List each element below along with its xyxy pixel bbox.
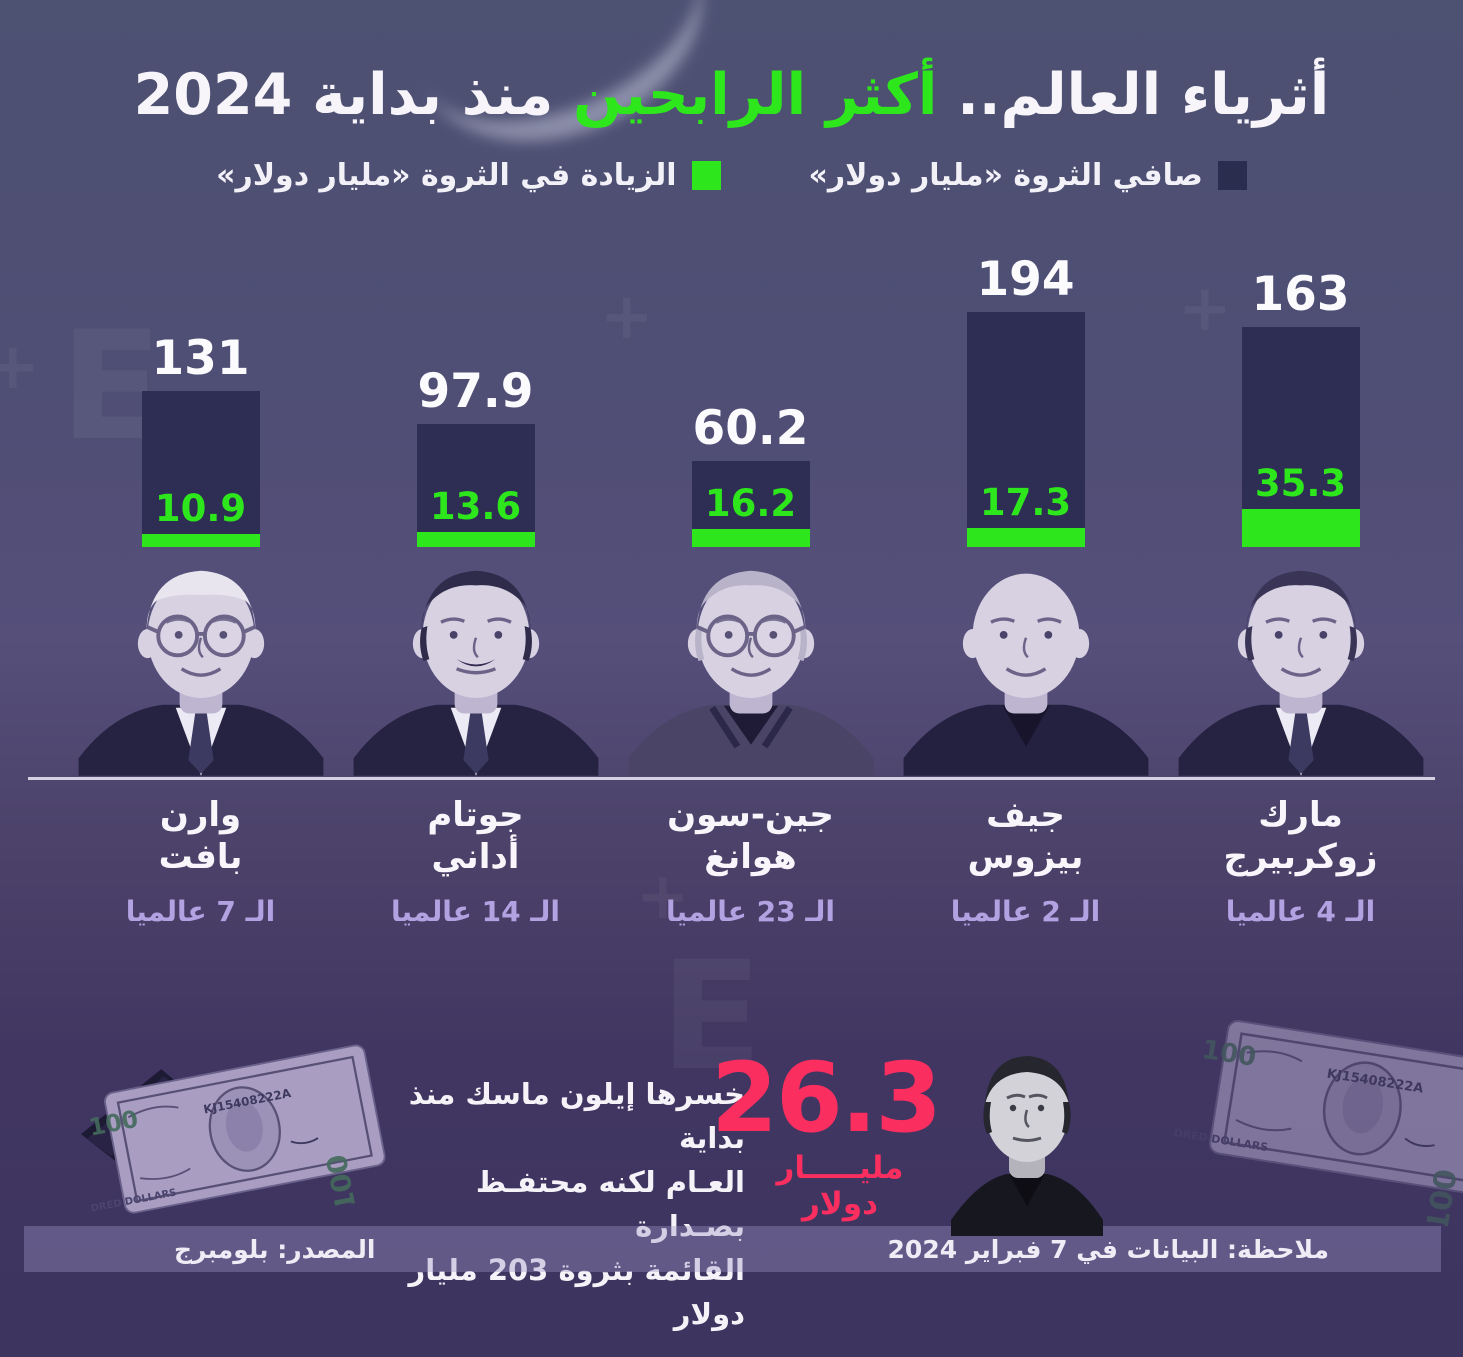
- photo-mark-zuckerberg: [1174, 547, 1427, 777]
- title-part1: أثرياء العالم..: [937, 62, 1330, 129]
- svg-text:100: 100: [322, 1152, 363, 1214]
- net-worth-bar: 13.6: [416, 424, 535, 547]
- legend-net-worth: صافي الثروة «مليار دولار»: [809, 158, 1247, 193]
- legend-gain: الزيادة في الثروة «مليار دولار»: [216, 158, 721, 193]
- navy-swatch-icon: [1217, 161, 1247, 190]
- person-name: مارك زوكربيرج: [1223, 795, 1378, 878]
- person-global-rank: الـ 23 عالميا: [665, 895, 836, 929]
- gain-bar-segment: [416, 532, 535, 547]
- label-column-mark-zuckerberg: مارك زوكربيرج الـ 4 عالميا: [1174, 794, 1427, 928]
- chart-legend: صافي الثروة «مليار دولار» الزيادة في الث…: [0, 158, 1463, 193]
- legend-gain-label: الزيادة في الثروة «مليار دولار»: [216, 158, 677, 193]
- banknote-graphic: 100 100 KJ15408222A ONE HUNDRED DOLLARS: [39, 1044, 386, 1225]
- person-global-rank: الـ 14 عالميا: [390, 895, 561, 929]
- net-worth-bar: 17.3: [966, 312, 1085, 547]
- net-worth-value: 194: [976, 252, 1075, 307]
- bar-column-gautam-adani: 97.9 13.6: [349, 249, 602, 547]
- title-part2: منذ بداية 2024: [133, 62, 574, 129]
- names-row: مارك زوكربيرج الـ 4 عالميا جيف بيزوس الـ 2 …: [0, 794, 1463, 928]
- photo-jeff-bezos: [899, 547, 1152, 777]
- net-worth-bar: 35.3: [1241, 327, 1360, 547]
- legend-net-worth-label: صافي الثروة «مليار دولار»: [808, 158, 1203, 193]
- portrait-elon-musk: [951, 1056, 1103, 1236]
- bar-column-jensen-huang: 60.2 16.2: [624, 249, 877, 547]
- musk-loss-figure: 26.3 مليـــــار دولار: [711, 1042, 942, 1222]
- footnote: ملاحظة: البيانات في 7 فبراير 2024: [887, 1234, 1329, 1264]
- bar-column-mark-zuckerberg: 163 35.3: [1174, 249, 1427, 547]
- green-swatch-icon: [691, 161, 721, 190]
- gain-bar-segment: [691, 529, 810, 547]
- bar-column-warren-buffett: 131 10.9: [74, 249, 327, 547]
- svg-text:ONE HUNDRED DOLLARS: ONE HUNDRED DOLLARS: [1166, 1117, 1269, 1154]
- portrait-jensen-huang: [628, 570, 873, 776]
- photo-jensen-huang: [624, 547, 877, 777]
- dollar-bill-left: 100 100 KJ15408222A ONE HUNDRED DOLLARS: [39, 1026, 401, 1240]
- net-worth-value: 97.9: [417, 364, 534, 419]
- portrait-gautam-adani: [353, 570, 598, 776]
- gain-bar-segment: [141, 534, 260, 547]
- portrait-warren-buffett: [78, 570, 323, 776]
- gain-value: 17.3: [979, 481, 1072, 524]
- label-column-warren-buffett: وارن بافت الـ 7 عالميا: [74, 794, 327, 928]
- person-name: وارن بافت: [158, 795, 243, 878]
- net-worth-bar: 16.2: [691, 461, 810, 547]
- footer-bar: ملاحظة: البيانات في 7 فبراير 2024 المصدر…: [24, 1226, 1441, 1272]
- gain-value: 10.9: [154, 487, 247, 530]
- net-worth-value: 131: [151, 331, 250, 386]
- person-global-rank: الـ 2 عالميا: [950, 895, 1101, 929]
- svg-text:100: 100: [1420, 1167, 1463, 1234]
- photos-row: [0, 547, 1463, 777]
- label-column-jeff-bezos: جيف بيزوس الـ 2 عالميا: [899, 794, 1152, 928]
- photo-gautam-adani: [349, 547, 602, 777]
- page-title: أثرياء العالم.. أكثر الرابحين منذ بداية …: [0, 62, 1463, 128]
- net-worth-value: 60.2: [692, 401, 809, 456]
- person-global-rank: الـ 7 عالميا: [125, 895, 276, 929]
- portrait-mark-zuckerberg: [1178, 570, 1423, 776]
- gain-bar-segment: [1241, 509, 1360, 547]
- person-name: جيف بيزوس: [967, 795, 1084, 878]
- gain-bar-segment: [966, 528, 1085, 547]
- svg-text:100: 100: [1200, 1035, 1258, 1073]
- photo-warren-buffett: [74, 547, 327, 777]
- gain-value: 35.3: [1254, 462, 1347, 505]
- photo-elon-musk: [946, 1036, 1108, 1236]
- person-name: جين-سون هوانغ: [667, 795, 834, 878]
- net-worth-bar: 10.9: [141, 391, 260, 547]
- bar-column-jeff-bezos: 194 17.3: [899, 249, 1152, 547]
- gain-value: 13.6: [429, 485, 522, 528]
- label-column-jensen-huang: جين-سون هوانغ الـ 23 عالميا: [624, 794, 877, 928]
- chart-area: 163 35.3 194 17.3 60.2 16.2 97.9 13.6 131 10.9 ما…: [0, 249, 1463, 928]
- svg-text:KJ15408222A: KJ15408222A: [1326, 1067, 1424, 1097]
- dollar-bill-right: 100 100 KJ15408222A ONE HUNDRED DOLLARS: [1116, 976, 1463, 1242]
- net-worth-value: 163: [1251, 267, 1350, 322]
- svg-text:ONE HUNDRED DOLLARS: ONE HUNDRED DOLLARS: [72, 1187, 177, 1224]
- label-column-gautam-adani: جوتام أداني الـ 14 عالميا: [349, 794, 602, 928]
- banknote-graphic: 100 100 KJ15408222A ONE HUNDRED DOLLARS: [1116, 1020, 1463, 1234]
- divider-line: [28, 777, 1435, 780]
- person-global-rank: الـ 4 عالميا: [1225, 895, 1376, 929]
- title-highlight: أكثر الرابحين: [573, 62, 938, 129]
- svg-text:100: 100: [87, 1105, 141, 1142]
- musk-loss-paragraph: خسرها إيلون ماسك منذ بداية العـام لكنه م…: [408, 1077, 745, 1332]
- portrait-jeff-bezos: [903, 573, 1148, 776]
- svg-text:KJ15408222A: KJ15408222A: [202, 1086, 293, 1117]
- gain-value: 16.2: [704, 482, 797, 525]
- bars-row: 163 35.3 194 17.3 60.2 16.2 97.9 13.6 131 10.9: [0, 249, 1463, 547]
- loss-unit: مليـــــار دولار: [776, 1150, 904, 1222]
- source: المصدر: بلومبرج: [174, 1234, 376, 1264]
- loss-value: 26.3: [711, 1042, 942, 1154]
- person-name: جوتام أداني: [427, 795, 524, 878]
